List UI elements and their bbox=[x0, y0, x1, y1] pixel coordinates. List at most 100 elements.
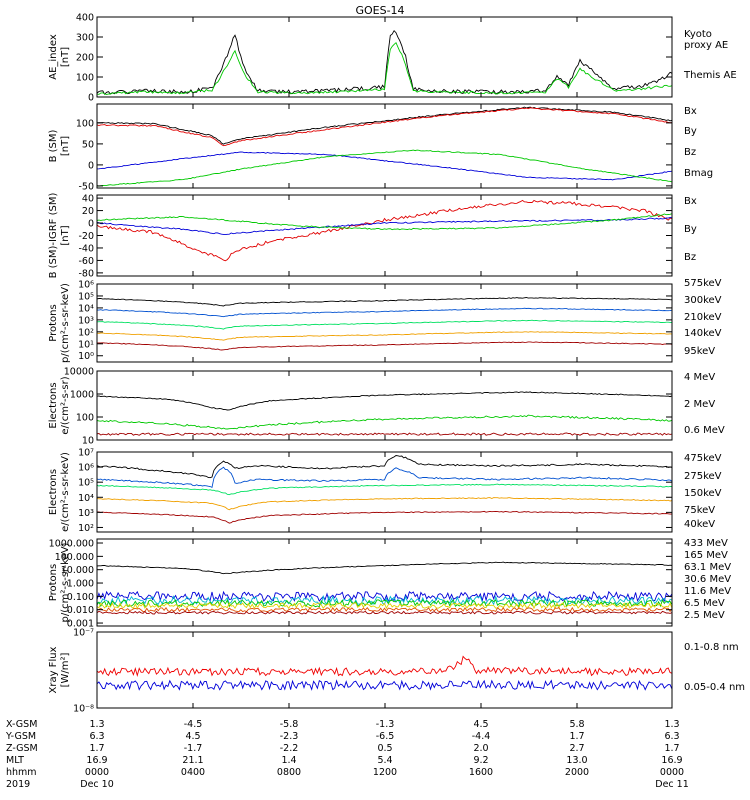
legend-entry: 6.5 MeV bbox=[684, 598, 725, 609]
y-tick-label: 200 bbox=[76, 53, 94, 64]
series-line bbox=[96, 149, 673, 187]
series-line bbox=[96, 297, 673, 307]
y-tick-label: 10.000 bbox=[61, 565, 94, 576]
series-line bbox=[96, 213, 673, 231]
series-line bbox=[96, 331, 673, 341]
legend-entry: 40keV bbox=[684, 519, 715, 530]
y-tick-label: 10⁻⁸ bbox=[73, 704, 94, 715]
orbit-row-value: 0400 bbox=[181, 767, 205, 778]
series-line bbox=[96, 679, 673, 691]
orbit-row-value: 1.4 bbox=[281, 755, 296, 766]
orbit-row-value: 5.8 bbox=[569, 719, 584, 730]
orbit-row-value: Dec 10 bbox=[80, 779, 114, 790]
orbit-row-value: -6.5 bbox=[376, 731, 395, 742]
panel-bsm: -50 0 50 100 B (SM) [nT] Bx By Bz Bmag bbox=[48, 103, 713, 192]
y-tick-label: 10 bbox=[82, 436, 94, 447]
series-line bbox=[96, 610, 673, 615]
orbit-row-value: 1.3 bbox=[89, 719, 104, 730]
chart-title: GOES-14 bbox=[355, 4, 404, 17]
legend-entry: 75keV bbox=[684, 505, 715, 516]
series-line bbox=[96, 217, 673, 236]
orbit-row-value: 1.7 bbox=[89, 743, 104, 754]
y-tick-label: 100.000 bbox=[55, 552, 94, 563]
y-axis-label: B (SM)-IGRF (SM) bbox=[48, 193, 59, 279]
legend-entry: Bx bbox=[684, 106, 697, 117]
series-line bbox=[96, 601, 673, 610]
series-line bbox=[96, 414, 673, 430]
y-tick-label: 100 bbox=[76, 118, 94, 129]
legend-entry: 275keV bbox=[684, 471, 722, 482]
y-tick-label: 10⁵ bbox=[78, 291, 94, 302]
y-tick-label: 10000 bbox=[64, 367, 94, 378]
y-tick-label: 10² bbox=[78, 523, 94, 534]
legend-entry: 475keV bbox=[684, 453, 722, 464]
y-tick-label: 0.001 bbox=[67, 619, 94, 630]
y-tick-label: -50 bbox=[78, 181, 94, 192]
orbit-row-label: X-GSM bbox=[6, 719, 37, 730]
series-line bbox=[96, 307, 673, 318]
legend-entry: 300keV bbox=[684, 295, 722, 306]
y-axis-label: Protons bbox=[48, 304, 59, 341]
legend-entry: 0.05-0.4 nm bbox=[684, 682, 745, 693]
legend-entry: Themis AE bbox=[683, 70, 737, 81]
series-line bbox=[96, 561, 673, 575]
legend-entry: Bx bbox=[684, 196, 697, 207]
legend-entry: 0.6 MeV bbox=[684, 425, 725, 436]
series-line bbox=[96, 655, 673, 678]
orbit-row-value: 13.0 bbox=[566, 755, 587, 766]
orbit-row-value: 4.5 bbox=[473, 719, 488, 730]
series-line bbox=[96, 510, 673, 524]
orbit-row-value: 21.1 bbox=[182, 755, 203, 766]
y-axis-label: [nT] bbox=[60, 47, 71, 67]
legend-entry: 63.1 MeV bbox=[684, 562, 731, 573]
y-axis-label: [nT] bbox=[60, 136, 71, 156]
legend-entry: 2 MeV bbox=[684, 399, 715, 410]
y-tick-label: 100 bbox=[76, 73, 94, 84]
orbit-row-value: 5.4 bbox=[377, 755, 392, 766]
orbit-row-value: 4.5 bbox=[185, 731, 200, 742]
y-axis-label: AE_index bbox=[48, 34, 59, 80]
series-line bbox=[96, 432, 673, 436]
legend-entry: 30.6 MeV bbox=[684, 574, 731, 585]
legend-entry: 0.1-0.8 nm bbox=[684, 642, 739, 653]
orbit-row-value: -1.3 bbox=[376, 719, 395, 730]
y-axis-label: [nT] bbox=[60, 225, 71, 245]
y-tick-label: 300 bbox=[76, 33, 94, 44]
orbit-row-value: 2000 bbox=[565, 767, 589, 778]
y-tick-label: 1.000 bbox=[67, 579, 94, 590]
orbit-row-value: -5.8 bbox=[280, 719, 299, 730]
y-tick-label: -80 bbox=[78, 268, 94, 279]
orbit-row-value: 16.9 bbox=[661, 755, 682, 766]
orbit-row-value: 1.7 bbox=[569, 731, 584, 742]
orbit-row-value: 0000 bbox=[660, 767, 684, 778]
legend-entry: 4 MeV bbox=[684, 372, 715, 383]
orbit-row-value: 1.7 bbox=[664, 743, 679, 754]
y-tick-label: 40 bbox=[82, 194, 94, 205]
orbit-row-value: -4.5 bbox=[184, 719, 203, 730]
orbit-row-value: 0000 bbox=[85, 767, 109, 778]
y-tick-label: 10⁴ bbox=[78, 493, 94, 504]
orbit-row-value: 2.0 bbox=[473, 743, 488, 754]
legend-entry: Bz bbox=[684, 147, 696, 158]
series-line bbox=[96, 29, 673, 96]
legend-entry: By bbox=[684, 126, 697, 137]
y-tick-label: 0 bbox=[88, 93, 94, 104]
orbit-row-value: 16.9 bbox=[86, 755, 107, 766]
series-line bbox=[96, 391, 673, 411]
series-line bbox=[96, 497, 673, 511]
y-axis-label: Protons bbox=[48, 564, 59, 601]
series-line bbox=[96, 590, 673, 603]
series-line bbox=[96, 483, 673, 496]
y-tick-label: 10⁴ bbox=[78, 303, 94, 314]
panel-frame bbox=[96, 103, 673, 189]
legend-entry: 575keV bbox=[684, 278, 722, 289]
orbit-row-label: Y-GSM bbox=[5, 731, 36, 742]
series-line bbox=[97, 341, 673, 351]
panel-electrons2: 10² 10³ 10⁴ 10⁵ 10⁶ 10⁷ Electrons e/(cm²-s-sr-k… bbox=[48, 448, 722, 534]
y-tick-label: 1000 bbox=[70, 390, 94, 401]
orbit-row-value: -2.2 bbox=[280, 743, 299, 754]
